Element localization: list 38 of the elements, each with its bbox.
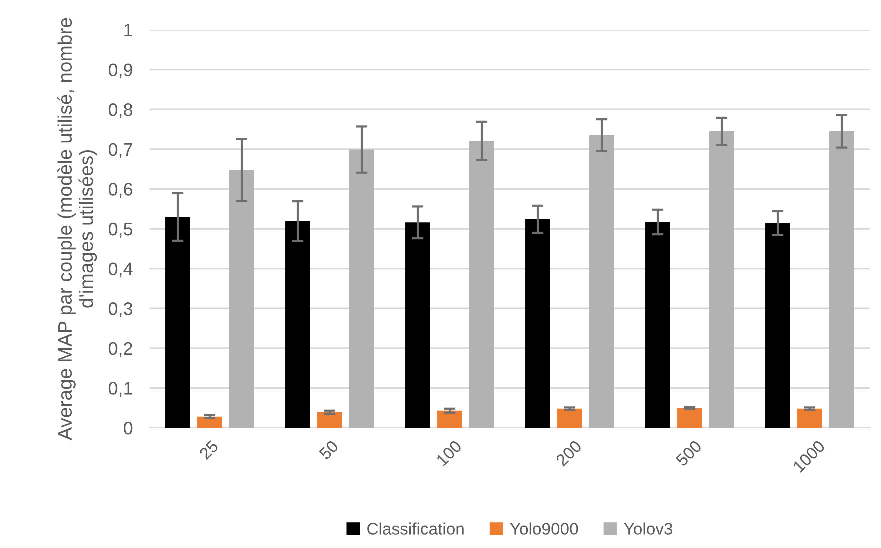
bar <box>526 219 550 428</box>
y-tick-label: 0,4 <box>108 262 133 278</box>
bar <box>230 170 254 428</box>
x-tick-label: 50 <box>318 440 340 460</box>
bar <box>558 408 582 428</box>
y-tick-label: 0,9 <box>108 64 132 79</box>
x-tick-label: 500 <box>675 440 703 467</box>
y-tick-label: 0,2 <box>108 342 132 358</box>
legend-label: Yolo9000 <box>510 522 578 535</box>
bar <box>766 223 790 428</box>
bar <box>830 131 854 428</box>
bar <box>406 222 430 428</box>
legend-label: Classification <box>368 522 464 535</box>
y-tick-label: 0,5 <box>108 222 133 238</box>
y-tick-label: 0,8 <box>108 104 133 118</box>
bar <box>590 135 614 428</box>
bar <box>470 141 494 428</box>
bar <box>646 222 670 428</box>
x-tick-label: 200 <box>556 440 583 467</box>
y-tick-label: 0 <box>124 422 133 435</box>
y-tick-label: 0,1 <box>108 382 132 398</box>
bar <box>798 408 822 428</box>
bar <box>286 221 310 428</box>
y-tick-label: 0,7 <box>108 143 132 158</box>
y-tick-label: 0,3 <box>108 302 133 318</box>
y-tick-label: 0,6 <box>108 183 133 198</box>
bar <box>678 408 702 428</box>
legend-label: Yolov3 <box>624 522 673 535</box>
y-tick-label: 1 <box>124 24 132 37</box>
x-tick-label: 25 <box>198 440 220 460</box>
bar <box>438 410 462 428</box>
y-axis-title: Average MAP par couple (modèle utilisé, nombre d'images utilisées) <box>58 18 98 440</box>
bar <box>710 131 734 428</box>
bar <box>350 150 374 428</box>
bar <box>198 416 222 428</box>
bar <box>166 217 190 428</box>
bar <box>318 412 342 428</box>
x-tick-label: 100 <box>436 440 463 467</box>
